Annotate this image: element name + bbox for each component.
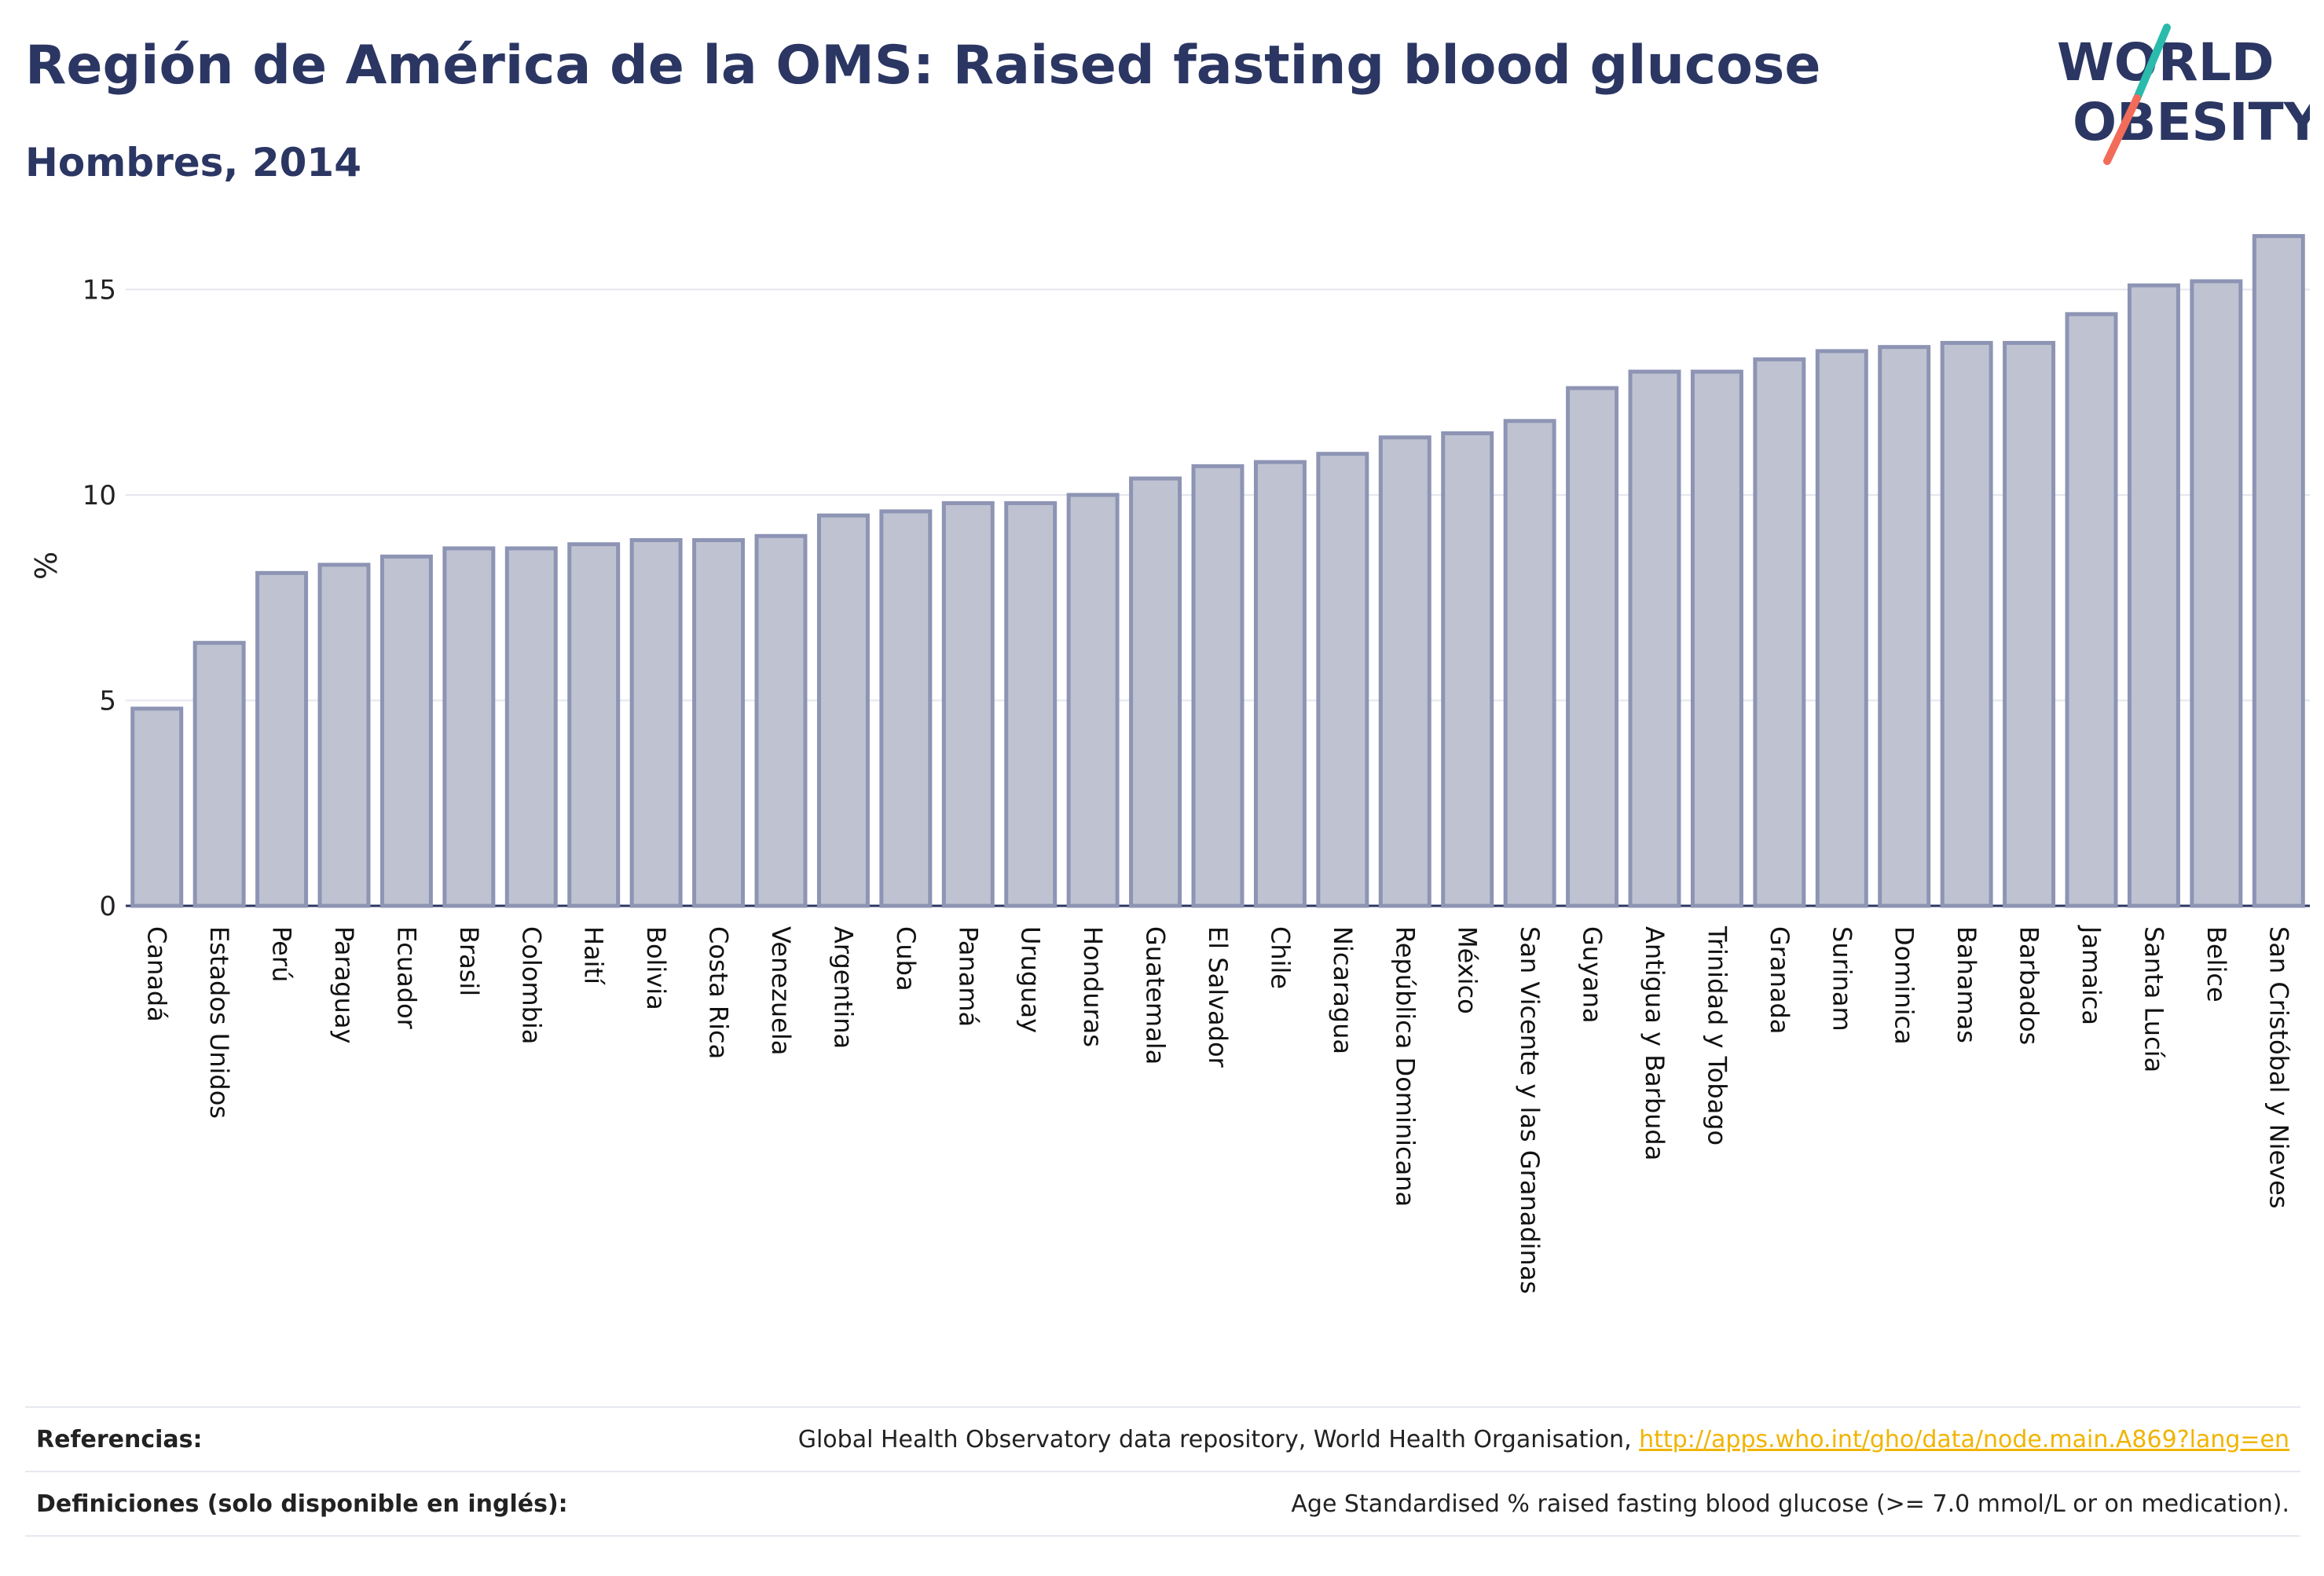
y-tick-label: 0: [99, 891, 116, 922]
bar: [379, 554, 433, 908]
x-tick-label: Brasil: [454, 926, 484, 996]
bar: [1628, 369, 1681, 908]
bar: [1815, 349, 1868, 908]
bar: [1191, 464, 1244, 908]
definitions-text: Age Standardised % raised fasting blood …: [1291, 1490, 2289, 1518]
x-tick-label: Canadá: [142, 926, 172, 1022]
logo-slash-bottom: [2103, 94, 2141, 165]
x-tick-label: Cuba: [891, 926, 921, 991]
x-tick-label: Dominica: [1890, 926, 1919, 1045]
x-tick-label: Granada: [1765, 926, 1794, 1034]
logo-word-world: WORLD: [2057, 32, 2275, 93]
x-tick-label: Haití: [579, 926, 609, 985]
bar: [692, 538, 746, 908]
x-tick-label: México: [1453, 926, 1483, 1014]
y-tick-label: 10: [82, 480, 116, 511]
x-tick-label: Ecuador: [391, 926, 421, 1030]
bar: [2252, 233, 2305, 908]
x-tick-label: Paraguay: [329, 926, 359, 1043]
bar: [1129, 476, 1182, 908]
x-tick-label: Estados Unidos: [204, 926, 234, 1119]
bar: [255, 570, 309, 908]
x-tick-label: Chile: [1265, 926, 1295, 989]
bar: [879, 509, 933, 908]
bar: [1878, 345, 1931, 908]
label-layer: 0 5 10 15 Canadá Estados Unidos Perú Paraguay Ec…: [82, 274, 2294, 1294]
bar: [1004, 500, 1058, 908]
x-tick-label: San Vicente y las Granadinas: [1515, 926, 1545, 1294]
references-label: Referencias:: [36, 1425, 203, 1453]
x-tick-label: Panamá: [953, 926, 983, 1027]
bar: [504, 546, 558, 908]
definitions-row: Definiciones (solo disponible en inglés)…: [25, 1471, 2300, 1537]
y-axis-label: %: [29, 552, 64, 580]
bar: [754, 533, 808, 908]
bar: [567, 542, 621, 908]
x-tick-label: Venezuela: [766, 926, 796, 1055]
y-tick-label: 15: [82, 274, 116, 306]
x-tick-label: San Cristóbal y Nieves: [2264, 926, 2293, 1208]
bar: [317, 563, 371, 908]
chart-title: Región de América de la OMS: Raised fast…: [25, 35, 1821, 97]
references-value: Global Health Observatory data repositor…: [798, 1426, 2300, 1453]
x-tick-label: Guyana: [1578, 926, 1607, 1024]
references-row: Referencias: Global Health Observatory d…: [25, 1406, 2300, 1471]
logo-slash-top: [2133, 24, 2171, 102]
world-obesity-logo: WORLD OBESITY: [2057, 24, 2310, 165]
bar: [629, 538, 683, 908]
x-tick-label: Uruguay: [1016, 926, 1046, 1033]
bar: [442, 546, 496, 908]
references-link[interactable]: http://apps.who.int/gho/data/node.main.A…: [1639, 1425, 2289, 1453]
bar: [1503, 419, 1556, 908]
bar-chart: 0 5 10 15 Canadá Estados Unidos Perú Paraguay Ec…: [29, 233, 2310, 1294]
x-tick-label: Trinidad y Tobago: [1702, 925, 1732, 1145]
bar: [816, 513, 870, 908]
x-tick-label: Honduras: [1078, 926, 1108, 1047]
x-tick-label: Santa Lucía: [2139, 926, 2168, 1072]
x-tick-label: Surinam: [1827, 926, 1857, 1032]
x-tick-label: República Dominicana: [1390, 926, 1420, 1207]
x-tick-label: Costa Rica: [704, 926, 734, 1059]
x-tick-label: Jamaica: [2077, 925, 2106, 1025]
x-tick-label: Colombia: [516, 926, 546, 1044]
bar: [130, 706, 184, 908]
bar: [1253, 460, 1307, 908]
bar: [941, 500, 995, 908]
bar: [1378, 435, 1431, 908]
y-tick-label: 5: [99, 685, 116, 717]
bar: [192, 640, 246, 908]
x-tick-label: Belice: [2201, 926, 2231, 1002]
x-tick-label: Bahamas: [1952, 926, 1981, 1043]
bar: [2127, 283, 2180, 908]
definitions-label: Definiciones (solo disponible en inglés)…: [36, 1490, 568, 1518]
bar: [1566, 386, 1619, 908]
bar: [1940, 340, 1993, 908]
chart-subtitle: Hombres, 2014: [25, 140, 361, 185]
x-tick-label: Antigua y Barbuda: [1640, 926, 1670, 1160]
bar: [2003, 340, 2056, 908]
bar: [2190, 279, 2243, 908]
bar-layer: [130, 233, 2305, 908]
x-tick-label: Nicaragua: [1328, 926, 1358, 1054]
x-tick-label: Bolivia: [641, 926, 671, 1010]
bar: [1753, 357, 1806, 908]
x-tick-label: Argentina: [828, 926, 858, 1049]
bar: [1441, 431, 1494, 908]
x-tick-label: El Salvador: [1203, 926, 1233, 1068]
bar: [1690, 369, 1743, 908]
x-tick-label: Guatemala: [1141, 926, 1171, 1065]
references-text: Global Health Observatory data repositor…: [797, 1425, 1640, 1453]
x-tick-label: Perú: [267, 926, 297, 982]
bar: [1316, 452, 1369, 908]
bar: [1066, 493, 1120, 908]
bar: [2065, 312, 2118, 908]
x-tick-label: Barbados: [2014, 926, 2044, 1045]
